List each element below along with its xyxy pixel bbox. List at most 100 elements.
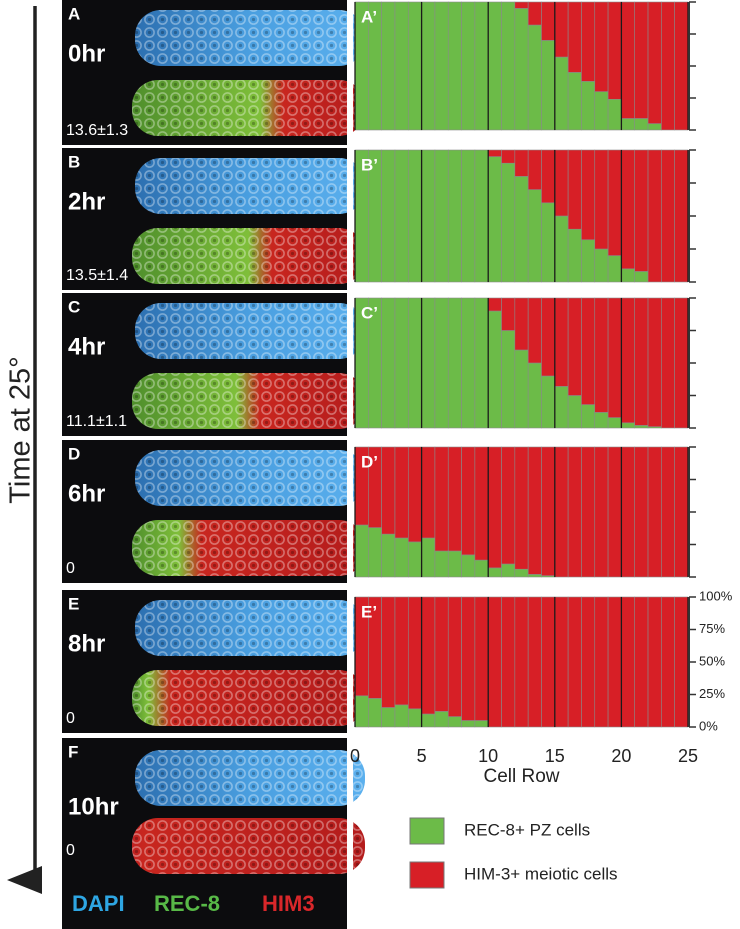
bar-segment <box>607 446 622 578</box>
bar-segment <box>554 297 569 387</box>
x-tick-label: 5 <box>417 746 427 766</box>
cell-texture <box>132 228 365 284</box>
bar-segment <box>567 395 582 429</box>
cell-texture <box>132 80 365 136</box>
bar-segment <box>461 297 476 429</box>
bar-segment <box>514 568 529 578</box>
bar-segment <box>581 81 596 131</box>
chart-label: E’ <box>361 602 377 621</box>
bar-segment <box>581 446 596 578</box>
bar-segment <box>461 596 476 721</box>
panel-label: F <box>68 742 78 761</box>
bar-segment <box>607 297 622 418</box>
bar-segment <box>407 149 422 283</box>
bar-segment <box>594 1 609 92</box>
bar-segment <box>527 574 542 578</box>
bar-segment <box>434 446 449 552</box>
bar-segment <box>381 1 396 131</box>
bar-segment <box>554 149 569 217</box>
bar-segment <box>607 255 622 283</box>
bar-segment <box>541 202 556 283</box>
panel-edge <box>347 0 353 145</box>
bar-segment <box>674 1 689 131</box>
bar-segment <box>461 720 476 728</box>
panel-time: 6hr <box>68 480 105 507</box>
panel-count: 13.5±1.4 <box>66 267 128 284</box>
bar-segment <box>394 446 409 539</box>
bar-segment <box>487 1 502 131</box>
bar-segment <box>674 149 689 283</box>
bar-segment <box>594 149 609 250</box>
panel-time: 10hr <box>68 793 119 820</box>
bar-segment <box>567 446 582 578</box>
bar-segment <box>381 149 396 283</box>
cell-texture <box>132 670 365 726</box>
bar-segment <box>554 446 569 578</box>
x-tick-label: 20 <box>611 746 631 766</box>
bar-segment <box>527 24 542 131</box>
bar-segment <box>527 189 542 283</box>
stain-label: HIM3 <box>262 891 315 916</box>
legend-label: HIM-3+ meiotic cells <box>464 864 618 883</box>
bar-segment <box>501 446 516 565</box>
panel-edge <box>347 440 353 583</box>
cell-texture <box>135 450 365 506</box>
panel-edge <box>347 148 353 290</box>
bar-segment <box>447 550 462 578</box>
panel-count: 0 <box>66 560 75 577</box>
cell-texture <box>132 520 365 576</box>
bar-segment <box>607 98 622 131</box>
bar-segment <box>461 149 476 283</box>
panel-label: B <box>68 152 80 171</box>
bar-segment <box>487 446 502 569</box>
x-tick-label: 15 <box>545 746 565 766</box>
bar-segment <box>514 8 529 131</box>
bar-segment <box>434 596 449 712</box>
panel-time: 2hr <box>68 188 105 215</box>
bar-segment <box>461 554 476 578</box>
chart-label: C’ <box>361 303 378 322</box>
bar-segment <box>421 446 436 539</box>
bar-segment <box>661 149 675 283</box>
x-tick-label: 10 <box>478 746 498 766</box>
bar-segment <box>527 446 542 575</box>
bar-segment <box>567 72 582 131</box>
chart-label: D’ <box>361 452 378 471</box>
bar-segment <box>607 149 622 256</box>
bar-segment <box>474 596 489 721</box>
y-tick-label: 25% <box>699 686 725 701</box>
bar-segment <box>487 149 502 157</box>
bar-segment <box>594 412 609 429</box>
micrographs: A 0hr 13.6±1.3 B 2hr 13.5±1.4 C 4hr 11.1±1.1 D 6hr… <box>62 0 365 929</box>
bar-segment <box>514 596 529 728</box>
bar-segment <box>501 596 516 728</box>
bar-segment <box>407 541 422 578</box>
legend-swatch <box>409 861 445 889</box>
bar-segment <box>554 386 569 429</box>
bar-segment <box>368 698 382 728</box>
bar-segment <box>621 422 636 429</box>
bar-segment <box>407 596 422 710</box>
bar-segment <box>394 537 409 578</box>
bar-segment <box>554 596 569 728</box>
bar-segment <box>407 446 422 543</box>
bar-segment <box>607 1 622 100</box>
bar-segment <box>421 537 436 578</box>
bar-segment <box>621 1 636 119</box>
bar-segment <box>581 239 596 283</box>
bar-segment <box>474 446 489 561</box>
bar-segment <box>501 297 516 331</box>
bar-segment <box>594 297 609 413</box>
bar-segment <box>514 176 529 283</box>
bar-segment <box>514 1 529 9</box>
bar-segment <box>447 1 462 131</box>
bar-segment <box>607 417 622 429</box>
bar-segment <box>434 550 449 578</box>
bar-segment <box>554 1 569 58</box>
bar-segment <box>514 349 529 429</box>
panel-label: D <box>68 444 80 463</box>
bar-segment <box>541 375 556 429</box>
bar-segment <box>421 713 436 728</box>
bar-segment <box>581 297 596 405</box>
bar-segment <box>487 297 502 312</box>
